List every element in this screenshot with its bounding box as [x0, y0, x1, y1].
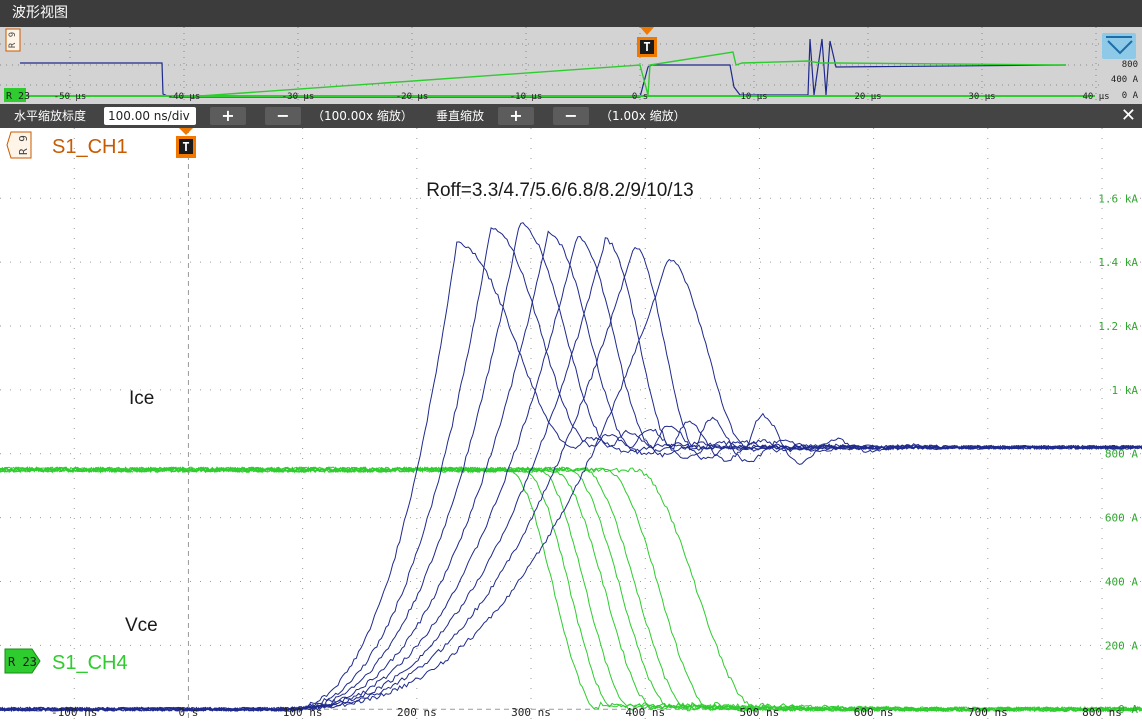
trigger-label: T	[182, 140, 189, 154]
zoom-toolbar: 水平缩放标度 100.00 ns/div + − （100.00x 缩放） 垂直…	[0, 104, 1142, 128]
x-tick-label: 400 ns	[625, 706, 665, 719]
trigger-marker[interactable]: T	[176, 128, 196, 158]
ice-annotation: Ice	[129, 388, 154, 409]
overview-ch4-ref-label: R 23	[6, 91, 30, 102]
overview-x-tick-label: -10 μs	[510, 92, 543, 102]
close-icon[interactable]: ✕	[1120, 105, 1136, 126]
y-tick-label: 600 A	[1105, 512, 1138, 525]
y-axis-labels: 0 A 200 A 400 A 600 A 800 A 1 kA 1.2 kA 1.4 kA 1…	[1098, 192, 1138, 716]
ch4-trace	[0, 466, 1142, 713]
v-zoom-in-button[interactable]: +	[498, 107, 534, 125]
overview-trigger-marker[interactable]: T	[637, 27, 657, 57]
y-tick-label: 1.6 kA	[1098, 192, 1138, 205]
x-tick-label: 600 ns	[854, 706, 894, 719]
h-zoom-in-button[interactable]: +	[210, 107, 246, 125]
overview-x-tick-label: 40 μs	[1082, 92, 1109, 102]
overview-x-tick-label: -40 μs	[168, 92, 201, 102]
h-zoom-label: 水平缩放标度	[14, 109, 87, 123]
chart-title: Roff=3.3/4.7/5.6/6.8/8.2/9/10/13	[426, 180, 693, 201]
ch1-trace	[0, 258, 1142, 712]
v-zoom-factor: （1.00x 缩放）	[600, 109, 686, 123]
overview-ch4-ref: R 23	[4, 88, 30, 102]
ch1-ref-marker[interactable]: R 9	[6, 131, 32, 159]
x-tick-label: 100 ns	[283, 706, 323, 719]
y-tick-label: 1.4 kA	[1098, 256, 1138, 269]
overview-x-tick-label: -50 μs	[54, 92, 87, 102]
overview-ch1-ref: R 9	[5, 28, 21, 52]
y-tick-label: 1 kA	[1112, 384, 1139, 397]
ch4-ref-marker[interactable]: R 23	[4, 648, 41, 674]
ch4-channel-label: S1_CH4	[52, 652, 128, 674]
overview-x-axis-labels: -50 μs -40 μs -30 μs -20 μs -10 μs 0 s 10 μs 20…	[54, 92, 1110, 102]
overview-y-tick-label: 800	[1122, 60, 1138, 70]
overview-y-tick-label: 400 A	[1111, 75, 1139, 85]
overview-x-tick-label: 20 μs	[854, 92, 881, 102]
x-tick-label: 500 ns	[740, 706, 780, 719]
v-zoom-label: 垂直缩放	[436, 109, 485, 123]
plot-background	[0, 128, 1142, 722]
y-tick-label: 200 A	[1105, 639, 1138, 652]
overview-trigger-label: T	[643, 40, 650, 54]
overview-x-tick-label: 0 s	[632, 92, 648, 102]
y-tick-label: 400 A	[1105, 575, 1138, 588]
v-zoom-out-button[interactable]: −	[553, 107, 589, 125]
overview-ch1-ref-label: R 9	[8, 32, 18, 48]
main-plot[interactable]: -100 ns 0 s 100 ns 200 ns 300 ns 400 ns 500 ns…	[0, 128, 1142, 722]
overview-grid	[0, 27, 1100, 104]
h-zoom-factor: （100.00x 缩放）	[312, 109, 413, 123]
vce-annotation: Vce	[125, 615, 158, 636]
x-tick-label: 700 ns	[968, 706, 1008, 719]
y-tick-label: 1.2 kA	[1098, 320, 1138, 333]
overview-x-tick-label: -20 μs	[396, 92, 429, 102]
overview-y-tick-label: 0 A	[1122, 91, 1139, 101]
x-tick-label: 800 ns	[1082, 706, 1122, 719]
overview-x-tick-label: 10 μs	[740, 92, 767, 102]
x-tick-label: 200 ns	[397, 706, 437, 719]
h-zoom-input[interactable]: 100.00 ns/div	[104, 107, 196, 125]
ch1-ref-label: R 9	[17, 135, 30, 155]
overview-x-tick-label: 30 μs	[968, 92, 995, 102]
traces	[0, 222, 1142, 713]
h-zoom-out-button[interactable]: −	[265, 107, 301, 125]
x-tick-label: 300 ns	[511, 706, 551, 719]
ch1-channel-label: S1_CH1	[52, 136, 128, 158]
overview-x-tick-label: -30 μs	[282, 92, 315, 102]
x-tick-label: -100 ns	[51, 706, 97, 719]
x-axis-labels: -100 ns 0 s 100 ns 200 ns 300 ns 400 ns 500 ns…	[51, 706, 1122, 719]
ch4-ref-label: R 23	[8, 655, 37, 669]
window-title: 波形视图	[0, 0, 1142, 27]
x-tick-label: 0 s	[178, 706, 198, 719]
overview-zoom-icon[interactable]	[1102, 33, 1136, 59]
overview-plot[interactable]: R 9 R 23 T -50 μs -40 μs -30 μs -20 μs -10 μ…	[0, 27, 1142, 104]
y-tick-label: 800 A	[1105, 448, 1138, 461]
ch4-trace	[0, 466, 1142, 713]
y-tick-label: 0 A	[1118, 703, 1138, 716]
